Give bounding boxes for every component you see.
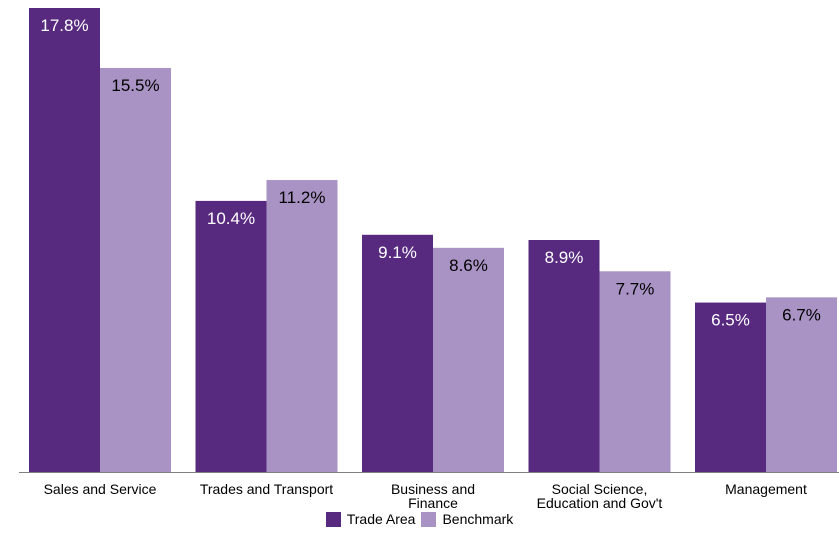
legend-label-benchmark: Benchmark [442,511,514,527]
bar-benchmark-3 [599,271,671,472]
bar-benchmark-4 [766,297,837,472]
value-label-trade-area-4: 6.5% [711,311,750,330]
value-labels-layer: 17.8% 10.4% 9.1% 8.9% 6.5% 15.5% 11.2% 8.6% 7.7%… [40,16,820,330]
x-tick-label-1: Trades and Transport [200,481,333,497]
legend-swatch-benchmark [421,511,437,527]
legend-item-trade-area: Trade Area [325,511,416,527]
value-label-benchmark-2: 8.6% [449,256,488,275]
legend: Trade Area Benchmark [0,511,839,527]
bar-trade-area-2 [362,234,433,472]
x-tick-labels-layer: Sales and Service Trades and Transport Bus… [44,481,807,511]
value-label-benchmark-4: 6.7% [782,305,821,324]
value-label-benchmark-0: 15.5% [111,76,159,95]
bar-trade-area-4 [695,302,766,472]
bars-layer [29,8,837,473]
legend-swatch-trade-area [325,511,341,527]
bar-trade-area-1 [195,200,267,473]
value-label-trade-area-3: 8.9% [545,248,584,267]
bar-benchmark-1 [266,180,338,473]
value-label-trade-area-2: 9.1% [378,243,417,262]
bar-trade-area-3 [528,240,600,472]
value-label-benchmark-1: 11.2% [279,188,326,207]
x-tick-label-0: Sales and Service [44,481,157,497]
legend-item-benchmark: Benchmark [421,511,513,527]
x-tick-label-2: Business and Finance [391,481,475,511]
value-label-trade-area-1: 10.4% [207,209,255,228]
legend-label-trade-area: Trade Area [346,511,416,527]
bar-trade-area-0 [29,8,100,472]
value-label-benchmark-3: 7.7% [616,279,655,298]
bar-benchmark-2 [433,247,504,472]
x-tick-label-4: Management [725,481,807,497]
bar-benchmark-0 [100,67,171,473]
value-label-trade-area-0: 17.8% [40,16,88,35]
x-tick-label-3: Social Science, Education and Gov't [537,481,663,511]
